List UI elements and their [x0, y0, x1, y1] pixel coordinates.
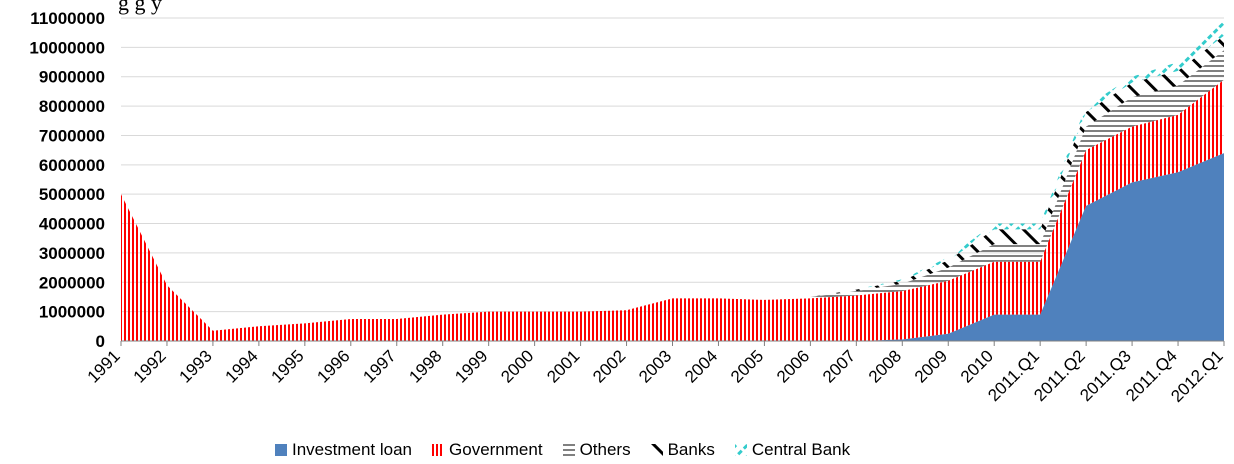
legend-label: Investment loan: [292, 440, 413, 459]
x-tick-label: 1997: [359, 346, 399, 386]
x-tick-label: 1993: [176, 346, 216, 386]
y-tick-label: 1000000: [39, 303, 105, 322]
y-tick-label: 0: [96, 332, 105, 351]
legend-label: Government: [449, 440, 543, 459]
y-tick-label: 8000000: [39, 97, 105, 116]
legend-item: Investment loan: [275, 440, 412, 460]
diagonal-dashes-icon: [734, 444, 747, 456]
plot-areas: [121, 20, 1224, 341]
y-tick-label: 11000000: [30, 9, 105, 28]
x-tick-label: 1999: [451, 346, 491, 386]
legend-item: Others: [562, 440, 631, 460]
x-tick-label: 2006: [773, 346, 813, 386]
y-tick-label: 4000000: [39, 215, 105, 234]
area-investment-loan: [121, 153, 1224, 341]
y-axis: 0 1000000 2000000 3000000 4000000 5000000 6000…: [29, 9, 105, 351]
legend-label: Banks: [667, 440, 715, 459]
legend-item: Banks: [650, 440, 715, 460]
y-tick-label: 7000000: [39, 126, 105, 145]
x-tick-label: 1994: [222, 346, 262, 386]
x-tick-label: 2002: [589, 346, 629, 386]
legend-item: Central Bank: [734, 440, 851, 460]
legend-label: Central Bank: [751, 440, 851, 459]
x-tick-label: 2008: [865, 346, 905, 386]
x-tick-label: 2000: [497, 346, 537, 386]
x-tick-label: 1996: [313, 346, 353, 386]
diagonal-stripes-icon: [650, 444, 663, 456]
x-tick-label: 1991: [84, 346, 124, 386]
x-tick-label: 1995: [267, 346, 307, 386]
x-tick-label: 2003: [635, 346, 675, 386]
x-tick-label: 1998: [405, 346, 445, 386]
x-tick-label: 2004: [681, 346, 721, 386]
x-tick-label: 2010: [957, 346, 997, 386]
caption-fragment: g g y: [118, 0, 162, 15]
legend-label: Others: [579, 440, 631, 459]
x-tick-label: 2007: [819, 346, 859, 386]
x-tick-label: 2009: [911, 346, 951, 386]
horizontal-stripes-icon: [562, 444, 575, 456]
x-tick-label: 2005: [727, 346, 767, 386]
y-tick-label: 9000000: [39, 68, 105, 87]
y-tick-label: 10000000: [29, 38, 105, 57]
legend: Investment loan Government Others Banks Cent…: [275, 440, 850, 460]
y-tick-label: 5000000: [39, 185, 105, 204]
x-tick-label: 1992: [130, 346, 170, 386]
chart: 0 1000000 2000000 3000000 4000000 5000000 6000…: [29, 9, 1227, 406]
y-tick-label: 6000000: [39, 156, 105, 175]
y-tick-label: 2000000: [39, 273, 105, 292]
legend-item: Government: [432, 440, 543, 460]
vertical-stripes-icon: [432, 444, 445, 456]
x-axis: 1991 1992 1993 1994 1995 1996 1997 1998 1999 2000…: [84, 340, 1227, 406]
solid-square-icon: [275, 444, 287, 456]
y-tick-label: 3000000: [39, 244, 105, 263]
x-tick-label: 2001: [543, 346, 583, 386]
